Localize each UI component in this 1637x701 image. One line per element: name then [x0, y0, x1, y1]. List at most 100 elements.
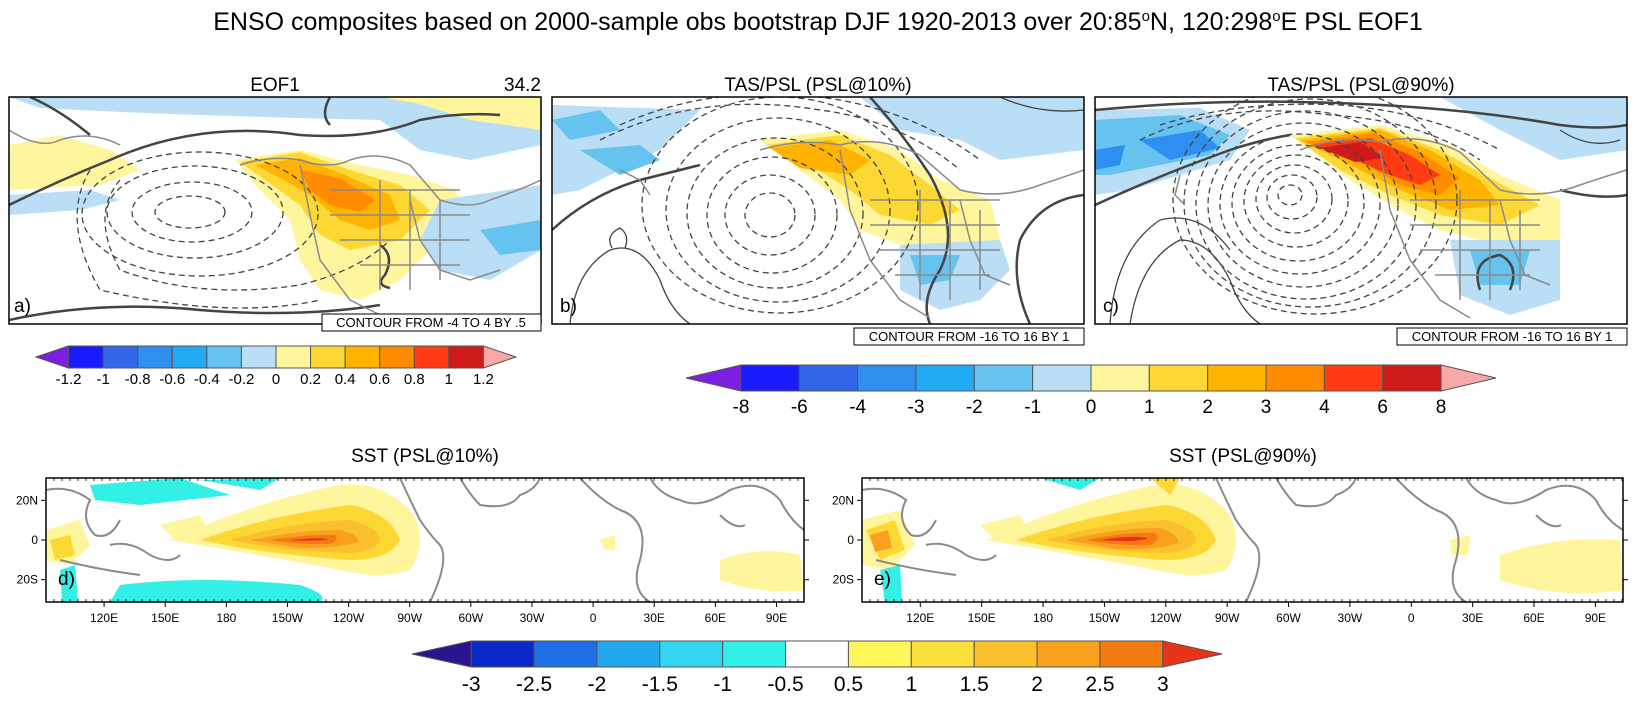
panel-a-frame [8, 96, 542, 325]
panel-d-ytick-label: 0 [31, 533, 38, 547]
panel-d-xtick-label: 120E [90, 611, 118, 625]
panel-d-xtick-label: 180 [216, 611, 236, 625]
colorbar-bc-tick-label: 2 [1202, 397, 1213, 418]
colorbar-bc-swatch-12 [1382, 364, 1442, 392]
colorbar-a-tick-label: 0.4 [335, 371, 356, 388]
panel-e-axes: 120E 150E 180 150W 120W 90W 60W 30W 0 30E 60E 90E 20… [832, 478, 1628, 625]
panel-c-title: TAS/PSL (PSL@90%) [1267, 75, 1454, 96]
colorbar-a-tick-label: 0.2 [300, 371, 321, 388]
panel-d-xtick-label: 90W [397, 611, 422, 625]
colorbar-de-tick-label: 0.5 [834, 673, 863, 696]
colorbar-bc-tick-label: -6 [791, 397, 808, 418]
panel-e-xtick-label: 150W [1089, 611, 1121, 625]
panel-d-ytick-label: 20S [17, 573, 38, 587]
panel-e-xtick-label: 30W [1338, 611, 1363, 625]
panel-e-ytick-label: 0 [847, 533, 854, 547]
colorbar-a-swatch-8 [310, 345, 346, 369]
colorbar-a-swatch-10 [379, 345, 415, 369]
panel-e-title: SST (PSL@90%) [1169, 446, 1317, 467]
svg-text:CONTOUR FROM -16 TO 16 BY 1: CONTOUR FROM -16 TO 16 BY 1 [1412, 329, 1613, 344]
panel-a-map [9, 97, 541, 324]
colorbar-de-tick-label: 1 [905, 673, 917, 696]
colorbar-bc-tick-label: -1 [1024, 397, 1041, 418]
panel-e-ytick-label: 20S [833, 573, 854, 587]
colorbar-bc-swatch-0 [685, 364, 742, 392]
colorbar-bc-swatch-5 [973, 364, 1034, 392]
colorbar-bc-tick-label: 3 [1261, 397, 1272, 418]
panel-a-contour-info: CONTOUR FROM -4 TO 4 BY .5 [321, 313, 542, 332]
colorbar-bc-swatch-9 [1207, 364, 1267, 392]
panel-e-ytick-label: 20N [832, 493, 854, 507]
panel-a-variance: 34.2 [504, 75, 541, 96]
colorbar-bc-swatch-7 [1090, 364, 1150, 392]
panel-d-map [46, 478, 804, 602]
colorbar-bc-swatch-11 [1323, 364, 1384, 392]
colorbar-de-tick-label: -1 [713, 673, 732, 696]
colorbar-de: -3 -2.5 -2 -1.5 -1 -0.5 0.5 1 1.5 2 2.5 3 [411, 640, 1223, 696]
colorbar-bc-swatch-1 [740, 364, 800, 392]
colorbar-a-tick-label: 0.8 [404, 371, 425, 388]
panel-c-contour-info: CONTOUR FROM -16 TO 16 BY 1 [1396, 327, 1628, 346]
colorbar-a-tick-label: -0.8 [125, 371, 151, 388]
panel-d-ytick-label: 20N [16, 493, 38, 507]
colorbar-de-tick-label: 2 [1031, 673, 1043, 696]
panel-c-map [1095, 97, 1627, 324]
colorbar-a-tick-label: 0 [272, 371, 280, 388]
panel-e-xtick-label: 120E [906, 611, 934, 625]
colorbar-bc-tick-label: -8 [733, 397, 750, 418]
svg-text:CONTOUR FROM -16 TO 16 BY 1: CONTOUR FROM -16 TO 16 BY 1 [869, 329, 1070, 344]
colorbar-de-tick-label: -2 [588, 673, 607, 696]
colorbar-de-swatch-5 [722, 640, 787, 668]
colorbar-a-swatch-3 [137, 345, 173, 369]
panel-b-contour-info: CONTOUR FROM -16 TO 16 BY 1 [853, 327, 1085, 346]
panel-e: SST (PSL@90%) [832, 446, 1628, 625]
panel-d-xtick-label: 30W [520, 611, 545, 625]
panel-c-label: c) [1103, 296, 1119, 317]
colorbar-bc-tick-label: -4 [849, 397, 866, 418]
panel-d-xtick-label: 60W [459, 611, 484, 625]
colorbar-a-swatch-1 [68, 345, 104, 369]
panel-c: TAS/PSL (PSL@90%) [1094, 75, 1628, 346]
colorbar-a-tick-label: -0.2 [228, 371, 254, 388]
colorbar-a-swatch-11 [413, 345, 450, 369]
panel-e-xtick-label: 0 [1408, 611, 1415, 625]
colorbar-bc-swatch-2 [798, 364, 859, 392]
colorbar-de-swatch-3 [596, 640, 661, 668]
colorbar-bc-swatch-3 [857, 364, 917, 392]
colorbar-de-tick-label: -1.5 [642, 673, 678, 696]
colorbar-de-tick-label: 1.5 [960, 673, 989, 696]
colorbar-a-swatch-5 [206, 345, 242, 369]
colorbar-a-tick-label: 0.6 [369, 371, 390, 388]
colorbar-de-tick-label: 3 [1157, 673, 1169, 696]
colorbar-bc-swatch-4 [915, 364, 975, 392]
panel-d-axes: 120E 150E 180 150W 120W 90W 60W 30W 0 30E 60E 90E 20… [16, 478, 809, 625]
panel-e-xtick-label: 120W [1150, 611, 1182, 625]
panel-c-frame [1094, 96, 1628, 325]
colorbar-bc-tick-label: 4 [1319, 397, 1330, 418]
colorbar-bc-swatch-6 [1032, 364, 1092, 392]
colorbar-bc-tick-label: 6 [1377, 397, 1388, 418]
colorbar-bc-tick-label: -3 [908, 397, 925, 418]
colorbar-de-swatch-0 [411, 640, 472, 668]
panel-d-title: SST (PSL@10%) [351, 446, 499, 467]
colorbar-a-swatch-4 [171, 345, 208, 369]
panel-b-frame [551, 96, 1085, 325]
panel-d-xtick-label: 30E [644, 611, 665, 625]
panel-a: EOF1 34.2 [8, 75, 542, 332]
colorbar-de-tick-label: -0.5 [767, 673, 803, 696]
colorbar-bc-swatch-13 [1440, 364, 1497, 392]
panel-e-label: e) [874, 569, 891, 590]
panel-d-xtick-label: 0 [590, 611, 597, 625]
colorbar-de-swatch-10 [1036, 640, 1101, 668]
colorbar-a-swatch-9 [344, 345, 381, 369]
svg-text:CONTOUR FROM -4 TO 4 BY .5: CONTOUR FROM -4 TO 4 BY .5 [336, 315, 526, 330]
colorbar-a-tick-label: -0.6 [159, 371, 185, 388]
colorbar-de-swatch-7 [847, 640, 912, 668]
panel-d-xtick-label: 60E [705, 611, 726, 625]
colorbar-a-swatch-7 [275, 345, 312, 369]
colorbar-a: -1.2 -1 -0.8 -0.6 -0.4 -0.2 0 0.2 0.4 0.6 0.8 1 1.2 [34, 345, 518, 388]
colorbar-bc: -8 -6 -4 -3 -2 -1 0 1 2 3 4 6 8 [685, 364, 1497, 418]
colorbar-a-swatch-6 [240, 345, 277, 369]
colorbar-a-swatch-2 [102, 345, 139, 369]
